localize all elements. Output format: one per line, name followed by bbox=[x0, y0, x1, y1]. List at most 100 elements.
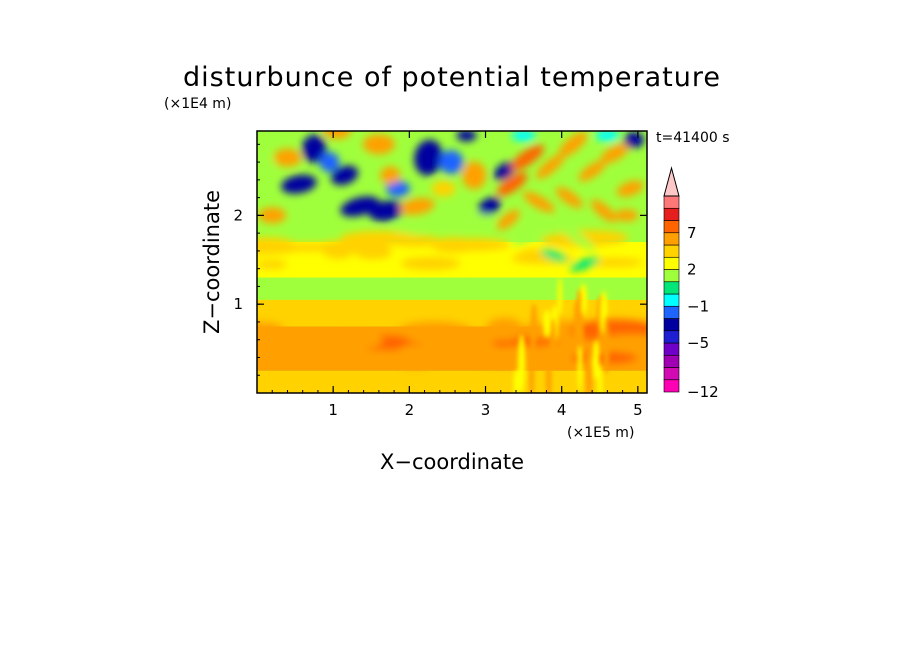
field-blob bbox=[385, 180, 410, 197]
field-blob bbox=[441, 219, 470, 230]
field-blob bbox=[493, 162, 516, 180]
field-streak bbox=[585, 348, 593, 393]
colorbar-segment bbox=[663, 330, 680, 344]
colorbar-segment bbox=[663, 207, 680, 221]
field-blob bbox=[558, 131, 588, 158]
x-tick-label: 4 bbox=[557, 401, 567, 419]
y-unit-label: (×1E4 m) bbox=[164, 96, 231, 112]
field-blob bbox=[578, 160, 606, 182]
colorbar-label: 7 bbox=[687, 224, 697, 242]
field-streak bbox=[517, 334, 526, 393]
field-blob bbox=[485, 317, 524, 341]
field-blob bbox=[393, 223, 426, 234]
field-blob bbox=[273, 148, 302, 167]
colorbar-segment bbox=[663, 220, 680, 234]
field-streak bbox=[576, 288, 582, 321]
field-blob bbox=[324, 243, 373, 253]
colorbar-segment bbox=[663, 232, 680, 246]
field-blob bbox=[431, 237, 477, 253]
x-tick-label: 1 bbox=[328, 401, 338, 419]
field-blob bbox=[257, 244, 298, 255]
x-axis-label: X−coordinate bbox=[380, 450, 524, 474]
colorbar-segment bbox=[663, 293, 680, 307]
colorbar-label: −12 bbox=[687, 383, 719, 401]
field-blob bbox=[257, 329, 283, 351]
field-streak bbox=[577, 345, 583, 392]
field-blob bbox=[439, 150, 464, 175]
field-band bbox=[257, 277, 647, 300]
field-blob bbox=[496, 209, 520, 230]
x-tick-label: 2 bbox=[405, 401, 415, 419]
field-blob bbox=[461, 213, 494, 226]
y-axis-label: Z−coordinate bbox=[200, 190, 224, 334]
colorbar-segment bbox=[663, 244, 680, 258]
field-streak bbox=[543, 309, 551, 338]
field-blob bbox=[616, 180, 644, 197]
field-streak bbox=[530, 303, 536, 360]
field-blob bbox=[258, 207, 287, 224]
field-streak bbox=[550, 317, 557, 363]
field-streak bbox=[592, 340, 600, 380]
field-blob bbox=[319, 152, 340, 173]
contour-field bbox=[257, 131, 647, 393]
field-blob bbox=[462, 161, 487, 190]
field-blob bbox=[522, 191, 555, 213]
field-blob bbox=[362, 134, 395, 155]
field-blob bbox=[511, 220, 551, 246]
colorbar-segment bbox=[663, 256, 680, 270]
field-blob bbox=[414, 139, 443, 176]
field-blob bbox=[555, 187, 583, 209]
field-blob bbox=[590, 199, 617, 223]
colorbar-label: −1 bbox=[687, 297, 709, 315]
colorbar-segment bbox=[663, 195, 680, 209]
field-blob bbox=[394, 344, 436, 369]
field-blob bbox=[600, 143, 630, 164]
field-blob bbox=[614, 209, 639, 222]
field-streak bbox=[597, 364, 603, 393]
field-blob bbox=[540, 248, 568, 263]
colorbar-extend-triangle bbox=[663, 166, 680, 197]
x-tick-label: 5 bbox=[633, 401, 643, 419]
field-blob bbox=[406, 329, 500, 346]
field-blob bbox=[399, 198, 435, 215]
colorbar: −12−5−127 bbox=[663, 166, 719, 401]
field-streak bbox=[557, 276, 563, 316]
colorbar-segment bbox=[663, 281, 680, 295]
field-blob bbox=[456, 131, 477, 142]
field-streak bbox=[579, 283, 588, 316]
field-blob bbox=[368, 200, 405, 222]
field-streak bbox=[603, 315, 610, 375]
field-blob bbox=[380, 166, 401, 185]
field-blob bbox=[257, 259, 288, 269]
field-blob bbox=[340, 230, 416, 246]
colorbar-segment bbox=[663, 318, 680, 332]
field-blob bbox=[326, 333, 384, 350]
field-blob bbox=[624, 131, 645, 148]
field-blob bbox=[331, 165, 359, 186]
y-tick-label: 1 bbox=[233, 295, 243, 313]
field-streak bbox=[529, 353, 535, 393]
colorbar-segment bbox=[663, 367, 680, 381]
field-blob bbox=[595, 131, 620, 142]
colorbar-segment bbox=[663, 342, 680, 356]
field-blob bbox=[281, 174, 317, 194]
colorbar-segment bbox=[663, 305, 680, 319]
colorbar-label: −5 bbox=[687, 334, 709, 352]
field-blob bbox=[558, 224, 596, 251]
field-blob bbox=[322, 131, 351, 139]
field-streak bbox=[546, 349, 552, 393]
field-blob bbox=[302, 134, 327, 163]
x-tick-label: 3 bbox=[481, 401, 491, 419]
field-blob bbox=[400, 256, 461, 271]
field-blob bbox=[496, 172, 528, 197]
chart-title: disturbunce of potential temperature bbox=[183, 62, 721, 93]
field-streaks bbox=[513, 276, 610, 393]
colorbar-segment bbox=[663, 354, 680, 368]
field-streak bbox=[513, 369, 520, 393]
plot-frame bbox=[256, 130, 648, 394]
colorbar-segment bbox=[663, 269, 680, 283]
field-blob bbox=[535, 154, 565, 179]
field-blob bbox=[257, 154, 275, 171]
colorbar-label: 2 bbox=[687, 261, 697, 279]
